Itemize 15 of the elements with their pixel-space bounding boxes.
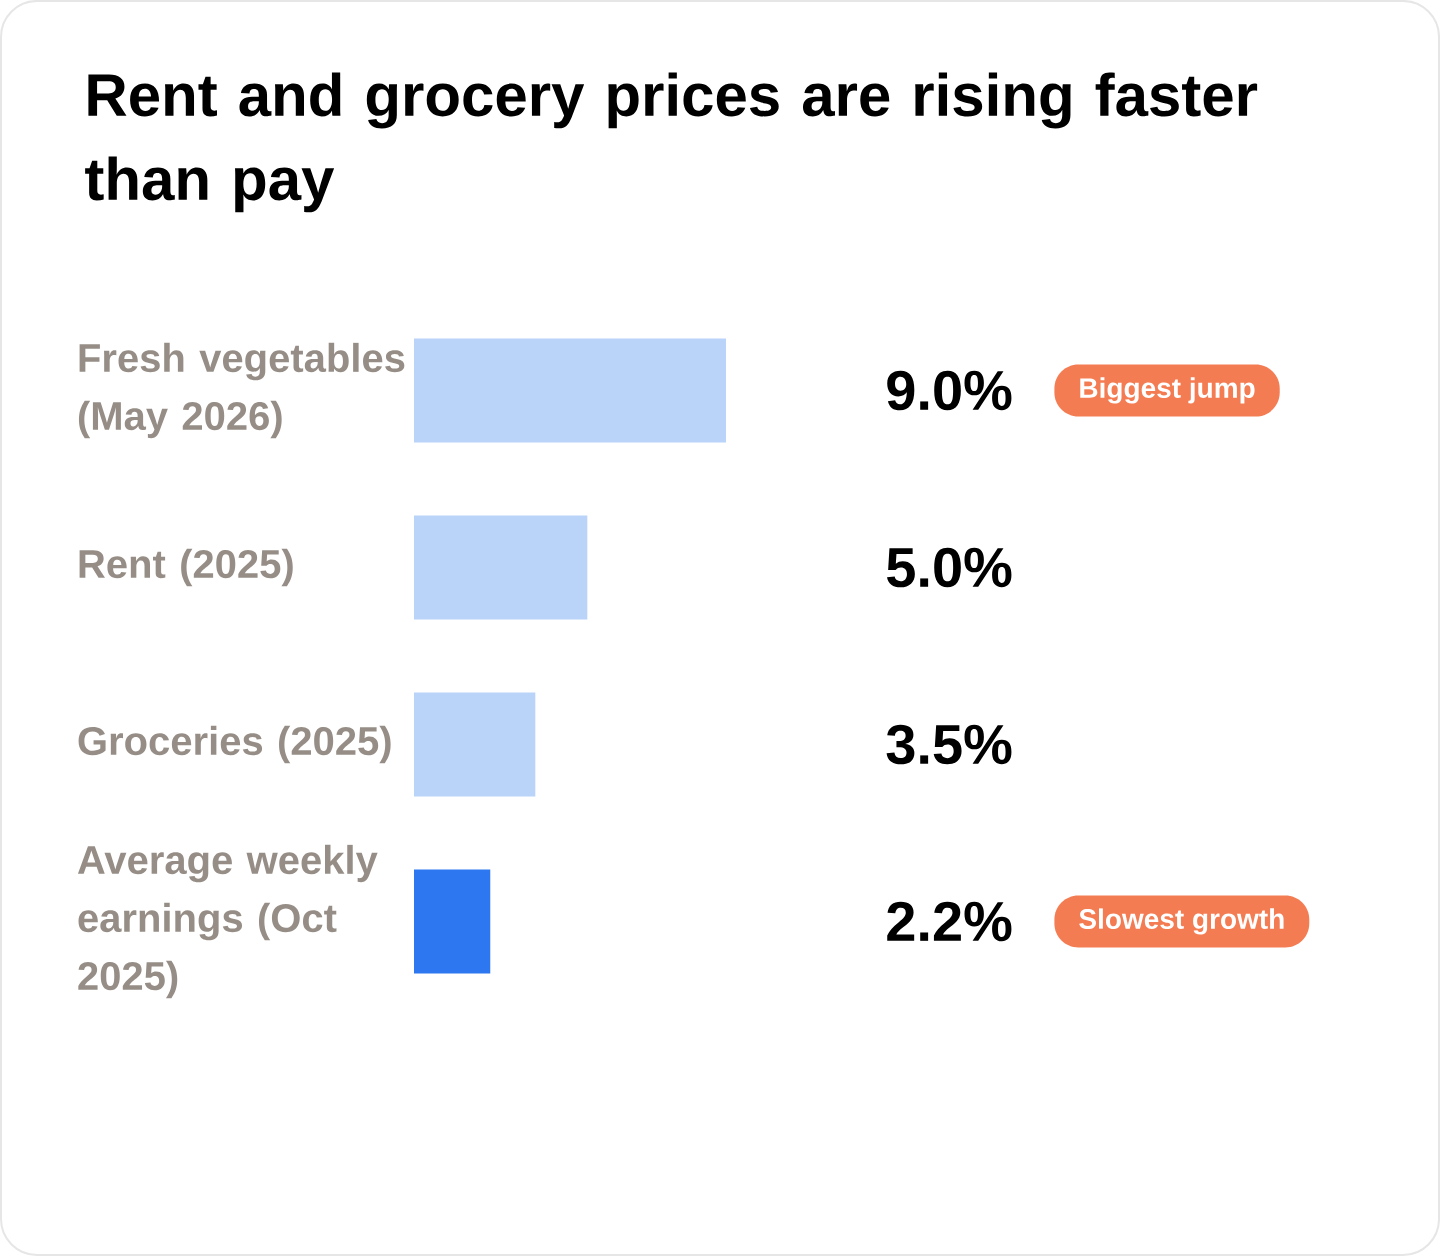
data-label: 9.0% <box>887 370 1012 411</box>
bar <box>414 692 536 797</box>
data-label: 3.5% <box>886 724 1012 765</box>
y-tick-label: Fresh vegetables (May 2026) <box>78 342 405 439</box>
text: Biggest jump <box>1080 377 1255 404</box>
y-tick-label: Groceries (2025) <box>78 725 391 764</box>
y-tick-label: Average weekly earnings (Oct 2025) <box>77 844 378 999</box>
bar <box>414 869 491 974</box>
chart-title: Rent and grocery prices are rising faster than pay <box>85 72 1258 213</box>
bar <box>414 515 588 620</box>
bar <box>414 338 726 443</box>
data-label: 2.2% <box>887 901 1012 942</box>
text: Slowest growth <box>1079 908 1284 935</box>
y-tick-label: Rent (2025) <box>79 548 293 587</box>
data-label: 5.0% <box>887 547 1012 588</box>
